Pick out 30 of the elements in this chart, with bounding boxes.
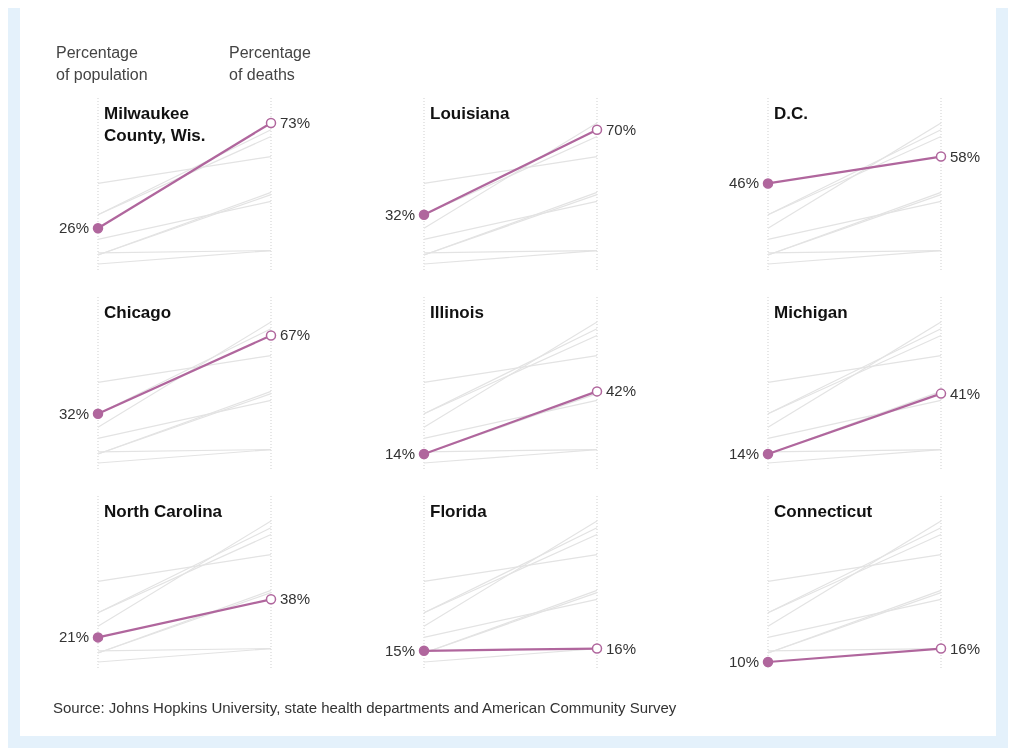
data-label: 38% (280, 590, 311, 608)
chart-title: Connecticut (774, 502, 873, 521)
data-label: 21% (58, 628, 89, 646)
chart-title: Milwaukee County, Wis. (104, 104, 206, 145)
data-label: 67% (280, 326, 311, 344)
data-label: 32% (384, 205, 415, 223)
data-label: 41% (950, 384, 981, 402)
data-label: 26% (58, 219, 89, 237)
data-label: 32% (58, 404, 89, 422)
chart-title: Louisiana (430, 104, 510, 123)
data-label: 16% (950, 639, 981, 657)
data-label: 70% (606, 120, 637, 138)
data-label: 58% (950, 147, 981, 165)
chart-title: D.C. (774, 104, 808, 123)
chart-title: Chicago (104, 303, 172, 322)
chart-title: Illinois (430, 303, 484, 322)
data-label: 14% (728, 445, 759, 463)
data-label: 15% (384, 641, 415, 659)
x-tick-label: Percentage of population (56, 44, 148, 83)
data-label: 73% (280, 114, 311, 131)
data-label: 10% (728, 653, 759, 670)
source-note: Source: Johns Hopkins University, state health departments and American Community Survey (53, 699, 677, 716)
data-label: 16% (606, 639, 637, 657)
data-label: 42% (606, 382, 637, 400)
chart-title: Florida (430, 502, 488, 521)
chart-title: Michigan (774, 303, 848, 322)
data-label: 46% (728, 174, 759, 192)
x-tick-label: Percentage of deaths (229, 44, 311, 83)
data-label: 14% (384, 445, 415, 463)
chart-title: North Carolina (104, 502, 223, 521)
